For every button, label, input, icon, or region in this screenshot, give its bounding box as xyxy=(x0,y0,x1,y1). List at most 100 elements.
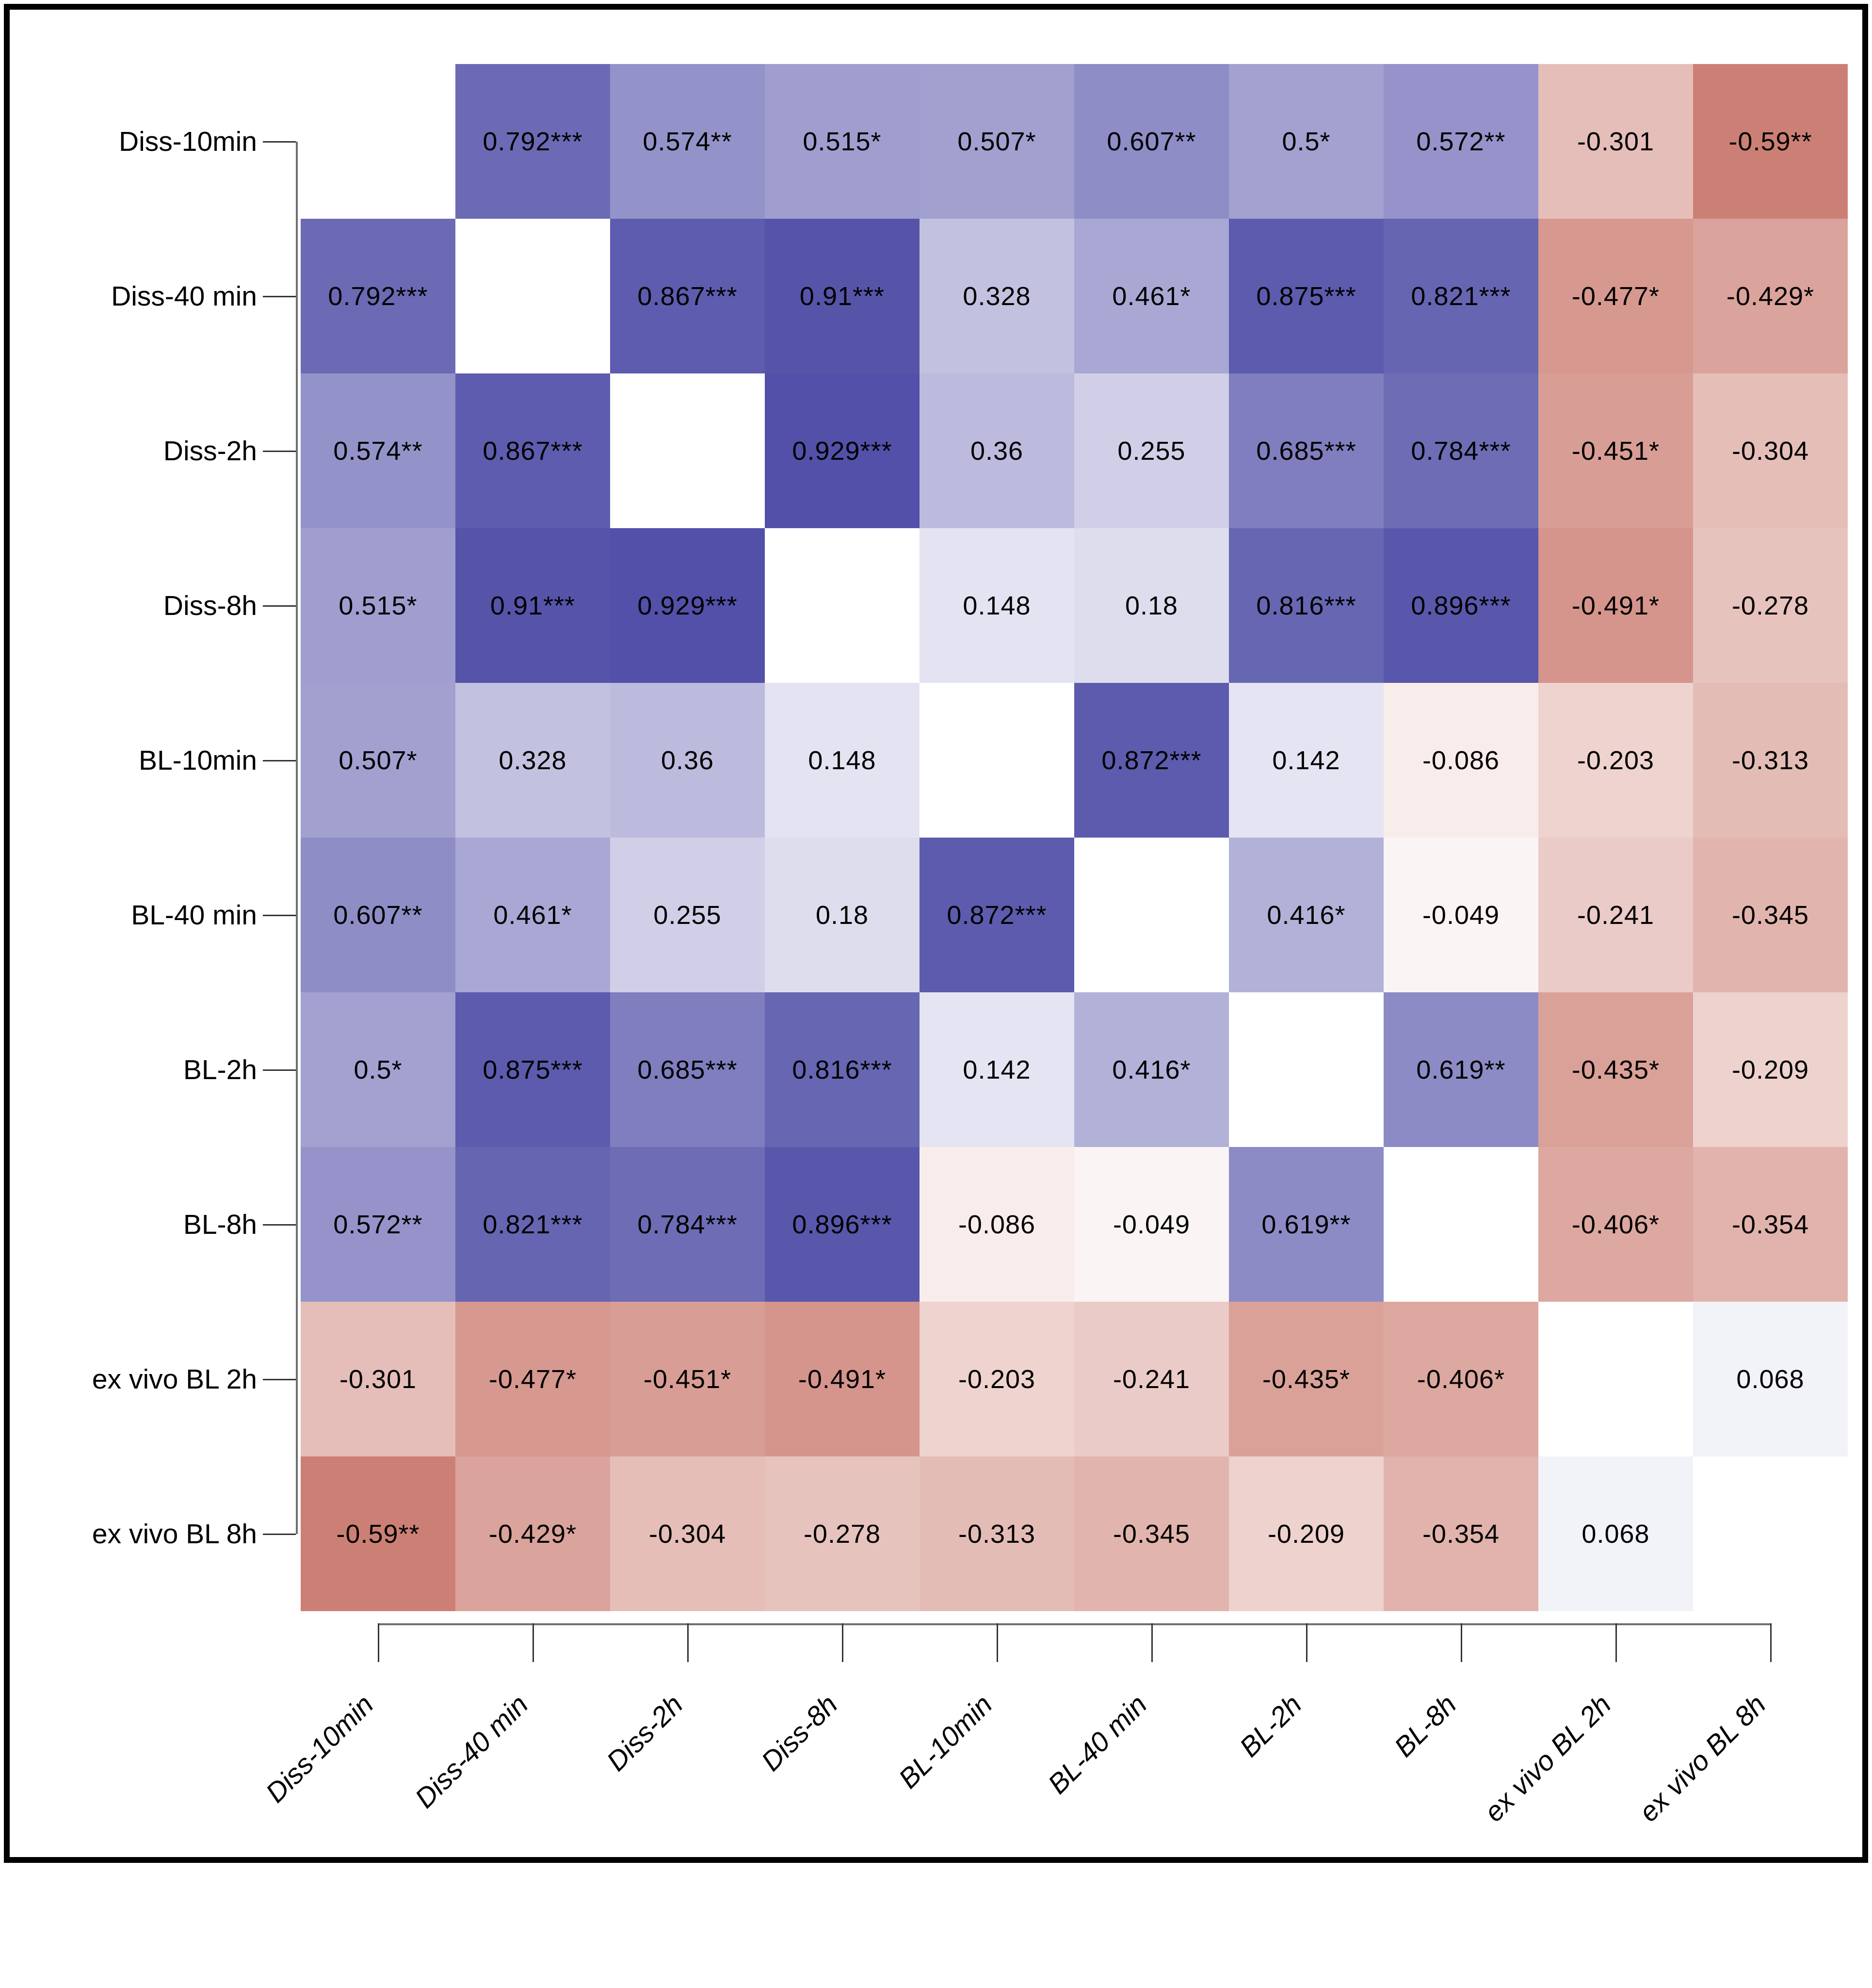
matrix-cell: 0.872*** xyxy=(920,838,1074,992)
axis-tick xyxy=(263,605,296,607)
matrix-cell: 0.461* xyxy=(1074,219,1229,373)
matrix-cell: 0.515* xyxy=(765,64,920,219)
matrix-cell: 0.875*** xyxy=(1229,219,1384,373)
matrix-cell: 0.148 xyxy=(765,683,920,838)
matrix-cell: -0.435* xyxy=(1229,1302,1384,1456)
axis-tick xyxy=(996,1623,998,1662)
matrix-cell xyxy=(920,683,1074,838)
col-label: ex vivo BL 8h xyxy=(1632,1689,1772,1828)
row-label: BL-8h xyxy=(183,1209,257,1240)
matrix-cell: 0.607** xyxy=(301,838,455,992)
matrix-cell: -0.278 xyxy=(1693,528,1848,683)
matrix-cell: 0.816*** xyxy=(1229,528,1384,683)
matrix-cell: -0.049 xyxy=(1074,1147,1229,1302)
axis-tick xyxy=(841,1623,843,1662)
row-label: Diss-10min xyxy=(118,126,257,157)
matrix-cell xyxy=(765,528,920,683)
matrix-cell: -0.203 xyxy=(920,1302,1074,1456)
matrix-cell xyxy=(455,219,610,373)
col-label: ex vivo BL 2h xyxy=(1478,1689,1617,1828)
matrix-cell: 0.507* xyxy=(301,683,455,838)
axis-tick xyxy=(1151,1623,1153,1662)
axis-tick xyxy=(263,1378,296,1380)
row-label: BL-2h xyxy=(183,1054,257,1085)
matrix-cell: -0.451* xyxy=(1538,373,1693,528)
matrix-cell: 0.142 xyxy=(1229,683,1384,838)
matrix-cell: -0.345 xyxy=(1693,838,1848,992)
matrix-cell: -0.59** xyxy=(1693,64,1848,219)
matrix-cell: -0.313 xyxy=(1693,683,1848,838)
axis-tick xyxy=(263,914,296,916)
matrix-cell: 0.572** xyxy=(301,1147,455,1302)
matrix-cell xyxy=(1384,1147,1538,1302)
matrix-cell: 0.416* xyxy=(1229,838,1384,992)
matrix-cell: -0.451* xyxy=(610,1302,765,1456)
matrix-cell: 0.328 xyxy=(455,683,610,838)
matrix-cell: -0.429* xyxy=(455,1456,610,1611)
matrix-cell: -0.086 xyxy=(920,1147,1074,1302)
matrix-cell: -0.406* xyxy=(1384,1302,1538,1456)
matrix-cell: 0.872*** xyxy=(1074,683,1229,838)
matrix-cell xyxy=(610,373,765,528)
matrix-cell: 0.929*** xyxy=(765,373,920,528)
matrix-cell: -0.301 xyxy=(1538,64,1693,219)
matrix-cell: 0.685*** xyxy=(1229,373,1384,528)
matrix-cell: 0.574** xyxy=(301,373,455,528)
matrix-cell: 0.36 xyxy=(610,683,765,838)
axis-tick xyxy=(263,1533,296,1535)
matrix-cell: 0.607** xyxy=(1074,64,1229,219)
matrix-cell: 0.255 xyxy=(1074,373,1229,528)
matrix-cell: -0.435* xyxy=(1538,992,1693,1147)
matrix-cell: 0.619** xyxy=(1384,992,1538,1147)
matrix-cell: 0.792*** xyxy=(301,219,455,373)
matrix-cell: 0.619** xyxy=(1229,1147,1384,1302)
matrix-cell xyxy=(1229,992,1384,1147)
y-axis-line xyxy=(296,141,298,1534)
matrix-cell: 0.18 xyxy=(765,838,920,992)
axis-tick xyxy=(263,760,296,761)
matrix-cell: -0.304 xyxy=(610,1456,765,1611)
matrix-cell: 0.574** xyxy=(610,64,765,219)
matrix-cell xyxy=(1693,1456,1848,1611)
matrix-cell: 0.068 xyxy=(1693,1302,1848,1456)
matrix-cell: 0.784*** xyxy=(1384,373,1538,528)
matrix-cell: -0.278 xyxy=(765,1456,920,1611)
matrix-cell: -0.203 xyxy=(1538,683,1693,838)
axis-tick xyxy=(263,450,296,452)
matrix-cell: 0.515* xyxy=(301,528,455,683)
matrix-cell: 0.18 xyxy=(1074,528,1229,683)
col-label: BL-10min xyxy=(892,1689,999,1795)
matrix-cell: -0.491* xyxy=(765,1302,920,1456)
row-label: ex vivo BL 8h xyxy=(92,1518,257,1550)
figure-border: 0.792*** 0.574** 0.515* 0.507* 0.607** 0.5* 0.… xyxy=(4,4,1868,1863)
matrix-cell xyxy=(301,64,455,219)
matrix-cell: 0.821*** xyxy=(455,1147,610,1302)
matrix-cell: -0.429* xyxy=(1693,219,1848,373)
matrix-cell: 0.572** xyxy=(1384,64,1538,219)
matrix-cell: 0.792*** xyxy=(455,64,610,219)
matrix-cell: 0.068 xyxy=(1538,1456,1693,1611)
matrix-cell: 0.507* xyxy=(920,64,1074,219)
axis-tick xyxy=(1306,1623,1307,1662)
matrix-cell: 0.896*** xyxy=(765,1147,920,1302)
matrix-cell: 0.929*** xyxy=(610,528,765,683)
matrix-cell: -0.477* xyxy=(1538,219,1693,373)
correlation-heatmap: 0.792*** 0.574** 0.515* 0.507* 0.607** 0.5* 0.… xyxy=(10,10,1862,1857)
col-label: BL-8h xyxy=(1388,1689,1463,1763)
matrix-cell: -0.241 xyxy=(1538,838,1693,992)
matrix-cell: 0.784*** xyxy=(610,1147,765,1302)
matrix-cell: -0.301 xyxy=(301,1302,455,1456)
axis-tick xyxy=(263,1069,296,1071)
matrix-cell: 0.867*** xyxy=(610,219,765,373)
matrix-cell: -0.241 xyxy=(1074,1302,1229,1456)
matrix-cell: 0.821*** xyxy=(1384,219,1538,373)
matrix-cell: 0.148 xyxy=(920,528,1074,683)
col-label: BL-40 min xyxy=(1042,1689,1153,1800)
row-label: Diss-40 min xyxy=(111,280,257,312)
matrix-cell: 0.816*** xyxy=(765,992,920,1147)
axis-tick xyxy=(532,1623,534,1662)
matrix-cell: -0.354 xyxy=(1693,1147,1848,1302)
axis-tick xyxy=(1770,1623,1772,1662)
matrix-cell: 0.255 xyxy=(610,838,765,992)
matrix-cell: -0.209 xyxy=(1229,1456,1384,1611)
